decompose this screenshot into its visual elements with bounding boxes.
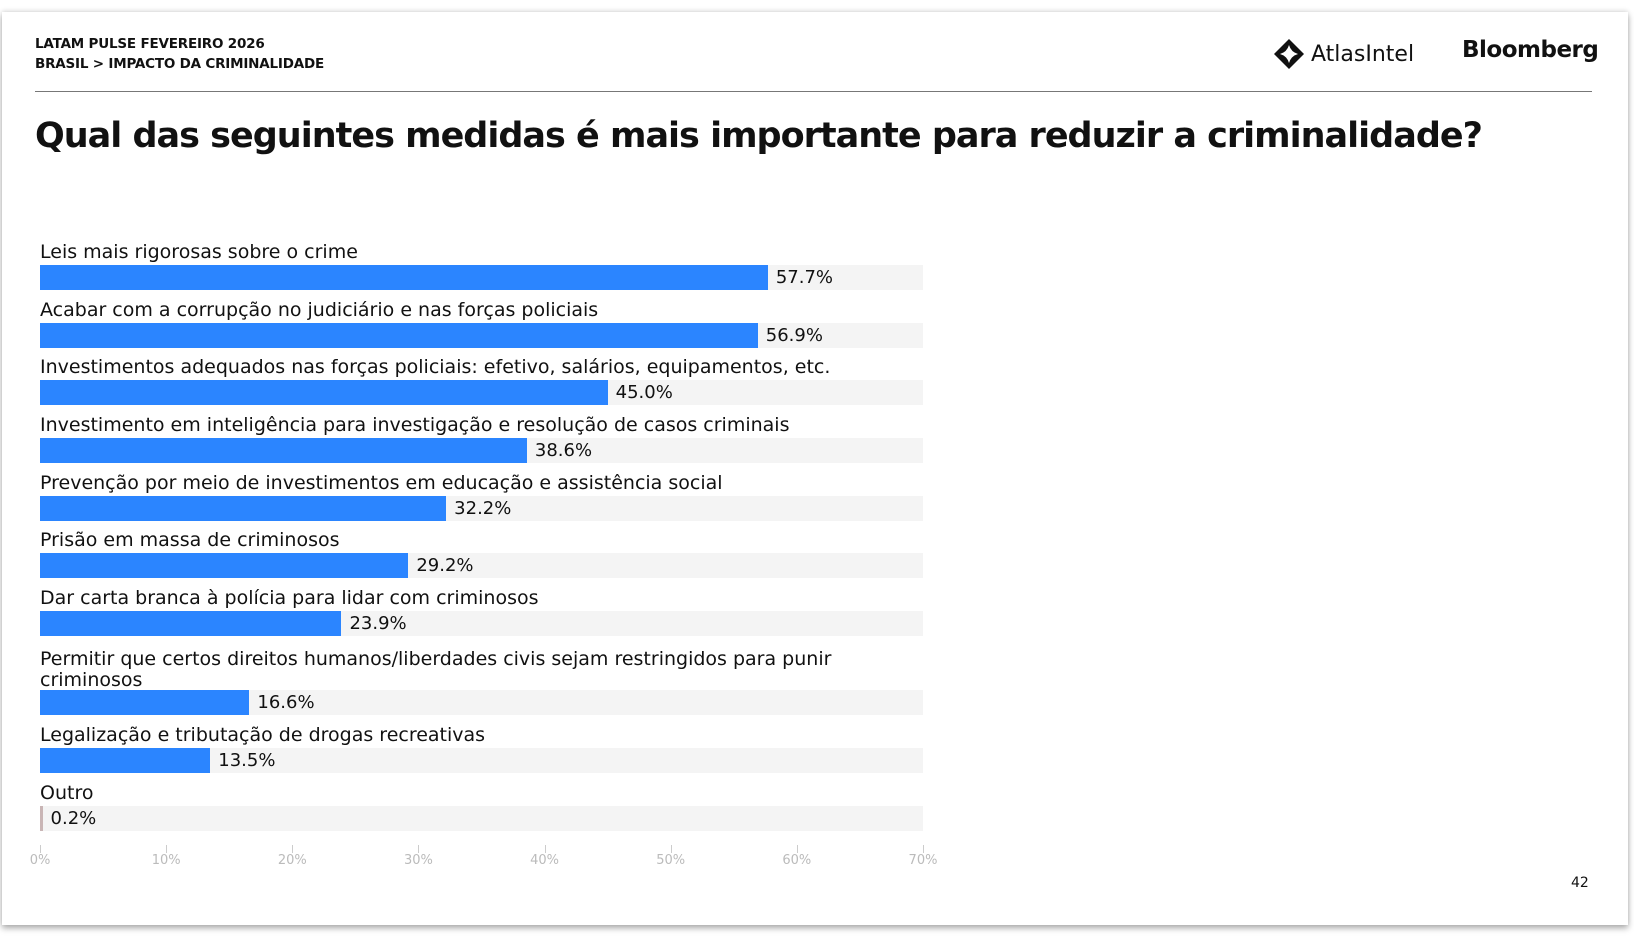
bar [40,438,527,463]
chart-title: Qual das seguintes medidas é mais import… [35,116,1483,156]
category-label: Acabar com a corrupção no judiciário e n… [40,299,599,321]
x-tick-label: 10% [151,853,181,868]
bar [40,748,211,773]
bar [40,553,409,578]
value-label: 57.7% [775,267,834,288]
category-label: Permitir que certos direitos humanos/lib… [40,648,832,691]
x-tick-label: 50% [656,853,686,868]
value-label: 56.9% [765,325,823,346]
value-label: 38.6% [534,440,593,461]
x-tick [40,845,41,853]
x-tick-label: 0% [29,853,51,868]
value-label: 32.2% [454,498,512,519]
value-label: 23.9% [349,613,407,634]
category-label: Outro [40,782,94,804]
category-label: Leis mais rigorosas sobre o crime [40,241,358,263]
bloomberg-logo: Bloomberg [1462,37,1599,63]
value-label: 45.0% [615,382,673,403]
bar [40,611,342,636]
category-label: Investimento em inteligência para invest… [40,414,790,436]
bar [40,806,43,831]
x-tick-label: 70% [908,853,938,868]
x-tick-label: 40% [530,853,560,868]
category-label: Investimentos adequados nas forças polic… [40,356,831,378]
breadcrumb: BRASIL > IMPACTO DA CRIMINALIDADE [35,56,325,72]
bar [40,265,768,290]
x-tick-label: 60% [782,853,812,868]
x-tick [418,845,420,853]
value-label: 29.2% [416,555,474,576]
x-tick-label: 30% [403,853,433,868]
page-number: 42 [1571,875,1589,891]
atlasintel-logo: AtlasIntel [1273,38,1414,70]
x-tick-label: 20% [277,853,307,868]
atlasintel-diamond-icon [1274,39,1304,69]
bar [40,323,758,348]
bar-track [40,806,923,831]
category-label: Prisão em massa de criminosos [40,529,340,551]
header-divider [35,91,1592,92]
bar [40,690,250,715]
bar [40,380,608,405]
value-label: 13.5% [218,750,276,771]
value-label: 0.2% [50,808,97,829]
category-label: Dar carta branca à polícia para lidar co… [40,587,539,609]
x-tick [544,845,546,853]
category-label: Legalização e tributação de drogas recre… [40,724,486,746]
x-tick [292,845,294,853]
survey-name: LATAM PULSE FEVEREIRO 2026 [35,36,265,52]
x-tick [796,845,798,853]
x-tick [670,845,672,853]
category-label: Prevenção por meio de investimentos em e… [40,472,723,494]
bar [40,496,447,521]
x-tick [166,845,168,853]
value-label: 16.6% [257,692,315,713]
x-tick [923,845,924,853]
atlasintel-wordmark: AtlasIntel [1311,41,1415,67]
